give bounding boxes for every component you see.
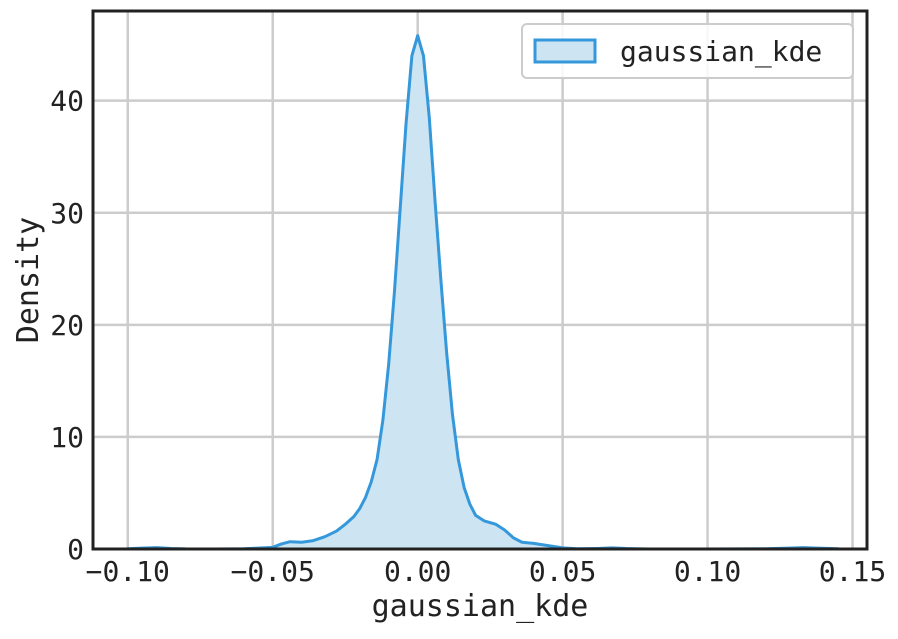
legend-box — [521, 23, 854, 79]
y-axis-ticks: 0 10 20 30 40 — [50, 85, 84, 566]
x-axis-title: gaussian_kde — [372, 589, 589, 624]
legend: gaussian_kde — [521, 23, 854, 79]
x-tick-label: 0.15 — [819, 555, 886, 588]
legend-swatch — [533, 38, 597, 64]
x-tick-label: 0.05 — [529, 555, 596, 588]
y-tick-label: 20 — [50, 309, 84, 342]
legend-label: gaussian_kde — [620, 35, 822, 69]
plot-frame — [91, 9, 869, 551]
x-tick-label: −0.05 — [231, 555, 315, 588]
density-curve — [126, 34, 840, 551]
y-tick-label: 40 — [50, 85, 84, 118]
y-tick-label: 0 — [67, 533, 84, 566]
y-tick-label: 10 — [50, 421, 84, 454]
x-tick-label: −0.10 — [86, 555, 170, 588]
x-tick-label: 0.00 — [384, 555, 451, 588]
grid-lines — [93, 11, 867, 549]
x-tick-label: 0.10 — [674, 555, 741, 588]
y-tick-label: 30 — [50, 197, 84, 230]
series-layer — [126, 34, 840, 551]
density-area-fill — [127, 35, 839, 550]
y-axis-title: Density — [11, 217, 46, 343]
x-axis-ticks: −0.10 −0.05 0.00 0.05 0.10 0.15 — [86, 555, 887, 588]
